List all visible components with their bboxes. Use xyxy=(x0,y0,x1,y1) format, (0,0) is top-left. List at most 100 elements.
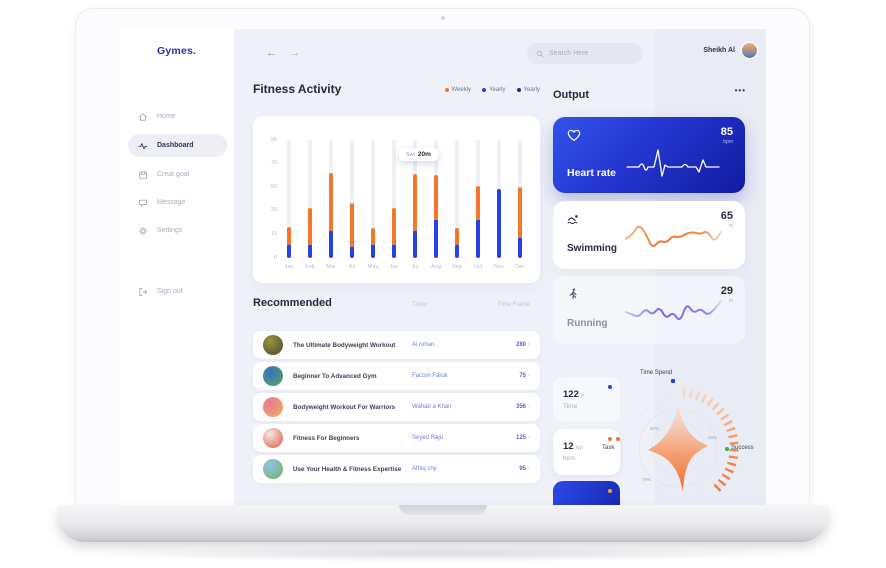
bar-yearly-dec[interactable] xyxy=(518,236,522,258)
sidebar-item-home[interactable]: Home xyxy=(128,105,227,128)
bar-weekly-jun[interactable] xyxy=(392,207,396,245)
workout-time-frame[interactable]: 356 › xyxy=(515,404,530,410)
swimming-card[interactable]: 65 m Swimming xyxy=(553,201,745,269)
chevron-right-icon: › xyxy=(528,342,530,348)
stat-unit: typ xyxy=(575,445,583,451)
x-axis-label: Feb xyxy=(305,264,315,270)
heart-rate-card[interactable]: 85 bpm Heart rate xyxy=(553,117,745,193)
bar-weekly-may[interactable] xyxy=(371,228,375,245)
recommended-title: Recommended xyxy=(253,297,332,309)
bar-yearly-may[interactable] xyxy=(371,243,375,258)
stat-card-item[interactable]: 12 typ Item xyxy=(553,429,620,475)
heart-icon xyxy=(567,129,581,147)
stat-card-time[interactable]: 122 h Time xyxy=(553,377,620,422)
sidebar-item-label: Dashboard xyxy=(157,142,194,149)
workout-trainer: Al rohan xyxy=(412,342,435,348)
y-axis-tick: 25 xyxy=(270,207,277,214)
workout-time-frame[interactable]: 75 › xyxy=(519,373,530,379)
nav-back-button[interactable]: ← xyxy=(266,47,277,59)
legend-label: Weekly xyxy=(451,87,472,93)
output-menu-button[interactable]: ••• xyxy=(734,86,746,95)
swimming-unit: m xyxy=(728,223,733,229)
radar-title: Time Spend xyxy=(640,370,673,376)
recommended-row-3[interactable]: Fitness For Beginners Seyed Raju 125 › xyxy=(253,424,540,452)
recommended-row-0[interactable]: The Ultimate Bodyweight Workout Al rohan 2… xyxy=(253,331,540,359)
radar-title-dot xyxy=(671,379,675,383)
dashboard: Gymes. Home Dashboard Creat goal Message Set… xyxy=(120,29,766,506)
radar-tick-arc xyxy=(682,387,739,495)
bar-yearly-arl[interactable] xyxy=(350,246,354,258)
stat-card-blue[interactable] xyxy=(553,481,620,506)
radar-task-dot xyxy=(616,437,620,441)
user-name: Sheikh Al xyxy=(703,46,735,54)
stat-label: Time xyxy=(563,403,578,410)
legend-item-2[interactable]: Yearly xyxy=(516,87,540,93)
bar-yearly-jul[interactable] xyxy=(413,229,417,258)
bar-yearly-mar[interactable] xyxy=(329,229,333,258)
bar-track xyxy=(455,140,459,258)
workout-trainer: Seyed Raju xyxy=(412,435,444,441)
workout-time-frame[interactable]: 125 › xyxy=(515,435,530,441)
search-icon xyxy=(536,50,544,58)
chevron-right-icon: › xyxy=(528,435,530,441)
bar-yearly-jun[interactable] xyxy=(392,243,396,258)
bar-weekly-feb[interactable] xyxy=(308,207,312,245)
x-axis-label: Jun xyxy=(389,264,399,270)
workout-time-frame[interactable]: 95 › xyxy=(519,466,530,472)
legend-item-1[interactable]: Yearly xyxy=(482,87,506,93)
running-card[interactable]: 29 m Running xyxy=(553,276,745,344)
x-axis-label: Dec xyxy=(515,264,525,270)
bar-weekly-jan[interactable] xyxy=(287,226,291,245)
workout-time-frame[interactable]: 280 › xyxy=(515,342,530,348)
sidebar-item-label: Creat goal xyxy=(157,171,190,178)
runner-icon xyxy=(567,287,578,305)
bar-yearly-feb[interactable] xyxy=(308,243,312,258)
gear-icon xyxy=(138,226,148,236)
signout-icon xyxy=(138,287,148,297)
recommended-row-2[interactable]: Bodyweight Workout For Warriors Wahab a K… xyxy=(253,393,540,421)
bar-yearly-nov[interactable] xyxy=(497,189,501,258)
x-axis-label: Aug xyxy=(431,264,441,270)
heart-rate-label: Heart rate xyxy=(567,167,617,179)
tooltip-series: Swi xyxy=(406,152,415,158)
legend-item-0[interactable]: Weekly xyxy=(444,87,472,93)
sidebar: Gymes. Home Dashboard Creat goal Message Set… xyxy=(120,29,235,506)
search-input[interactable]: Search Here xyxy=(527,43,643,64)
sidebar-item-settings[interactable]: Settings xyxy=(128,219,227,242)
running-unit: m xyxy=(728,298,733,304)
bar-weekly-arl[interactable] xyxy=(350,203,354,248)
sidebar-item-creat-goal[interactable]: Creat goal xyxy=(128,163,227,186)
search-placeholder: Search Here xyxy=(549,50,589,57)
chevron-right-icon: › xyxy=(528,404,530,410)
sidebar-item-sign-out[interactable]: Sign out xyxy=(128,280,227,303)
stat-value: 12 typ xyxy=(563,441,583,452)
bar-yearly-jan[interactable] xyxy=(287,243,291,258)
bar-weekly-sep[interactable] xyxy=(455,228,459,245)
bar-weekly-jul[interactable] xyxy=(413,174,417,231)
bar-weekly-mar[interactable] xyxy=(329,173,333,231)
stat-value: 122 h xyxy=(563,389,584,400)
recommended-row-4[interactable]: Use Your Health & Fitness Expertise Athiq… xyxy=(253,455,540,483)
tooltip-value: 20m xyxy=(417,151,431,158)
bar-weekly-oct[interactable] xyxy=(476,186,480,220)
sidebar-item-message[interactable]: Message xyxy=(128,191,227,214)
legend-dot xyxy=(482,88,487,92)
bar-yearly-aug[interactable] xyxy=(434,218,438,258)
bar-weekly-aug[interactable] xyxy=(434,175,438,220)
radar-axis-success: Success xyxy=(731,445,754,451)
bar-weekly-dec[interactable] xyxy=(518,187,522,238)
swimming-sparkline xyxy=(625,225,722,247)
legend-dot xyxy=(516,88,521,92)
heart-rate-unit: bpm xyxy=(723,139,733,145)
user-chip[interactable]: Sheikh Al xyxy=(678,41,758,59)
bar-yearly-sep[interactable] xyxy=(455,243,459,258)
fitness-activity-title: Fitness Activity xyxy=(253,82,342,96)
x-axis-label: May xyxy=(367,264,379,270)
x-axis-label: Mar xyxy=(326,264,336,270)
radar-svg xyxy=(627,387,739,499)
recommended-list: The Ultimate Bodyweight Workout Al rohan 2… xyxy=(253,331,540,486)
sidebar-item-dashboard[interactable]: Dashboard xyxy=(128,134,227,157)
nav-forward-button[interactable]: → xyxy=(289,47,300,59)
recommended-row-1[interactable]: Beginner To Advanced Gym Farzon Faruk 75 › xyxy=(253,362,540,390)
bar-yearly-oct[interactable] xyxy=(476,218,480,258)
